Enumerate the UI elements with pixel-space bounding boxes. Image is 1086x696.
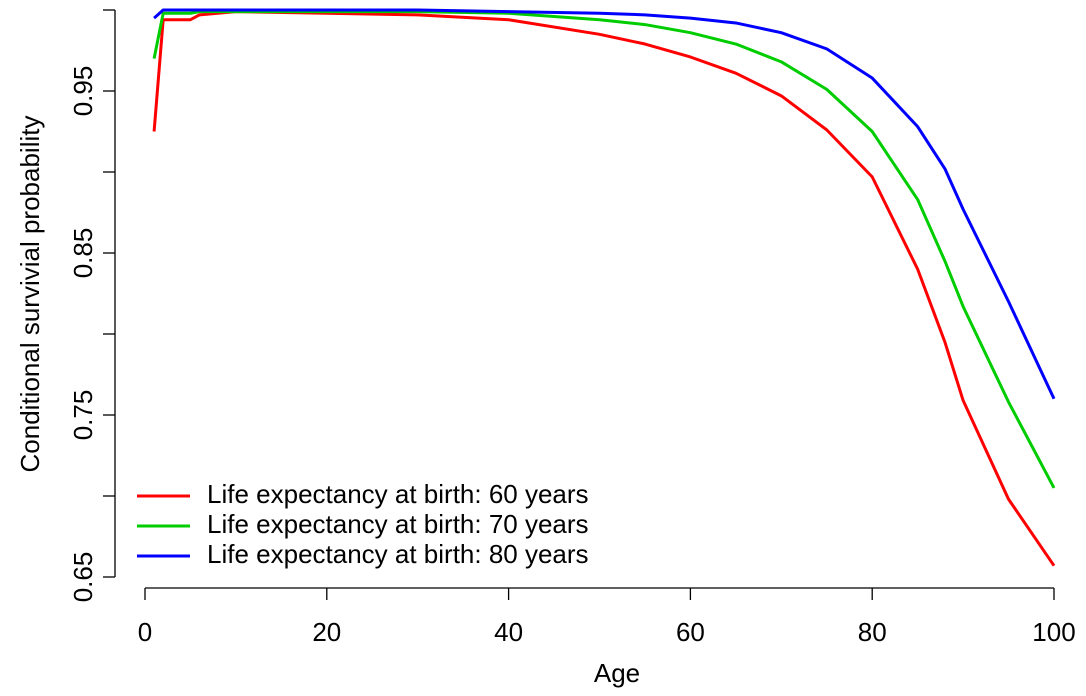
series-line xyxy=(153,8,1056,400)
series-line xyxy=(152,10,1056,489)
x-tick-label: 100 xyxy=(1032,617,1075,647)
y-tick-label: 0.65 xyxy=(68,552,98,603)
legend-label: Life expectancy at birth: 70 years xyxy=(207,509,589,539)
legend-label: Life expectancy at birth: 80 years xyxy=(207,539,589,569)
series-line xyxy=(152,10,1056,567)
x-tick-label: 20 xyxy=(312,617,341,647)
y-axis-title: Conditional survivial probability xyxy=(15,116,45,473)
x-axis-title: Age xyxy=(594,658,640,688)
y-tick-label: 0.75 xyxy=(68,390,98,441)
x-tick-label: 80 xyxy=(858,617,887,647)
x-tick-label: 60 xyxy=(676,617,705,647)
y-tick-label: 0.95 xyxy=(68,66,98,117)
legend-label: Life expectancy at birth: 60 years xyxy=(207,479,589,509)
y-tick-label: 0.85 xyxy=(68,228,98,279)
x-tick-label: 40 xyxy=(494,617,523,647)
x-tick-label: 0 xyxy=(138,617,152,647)
